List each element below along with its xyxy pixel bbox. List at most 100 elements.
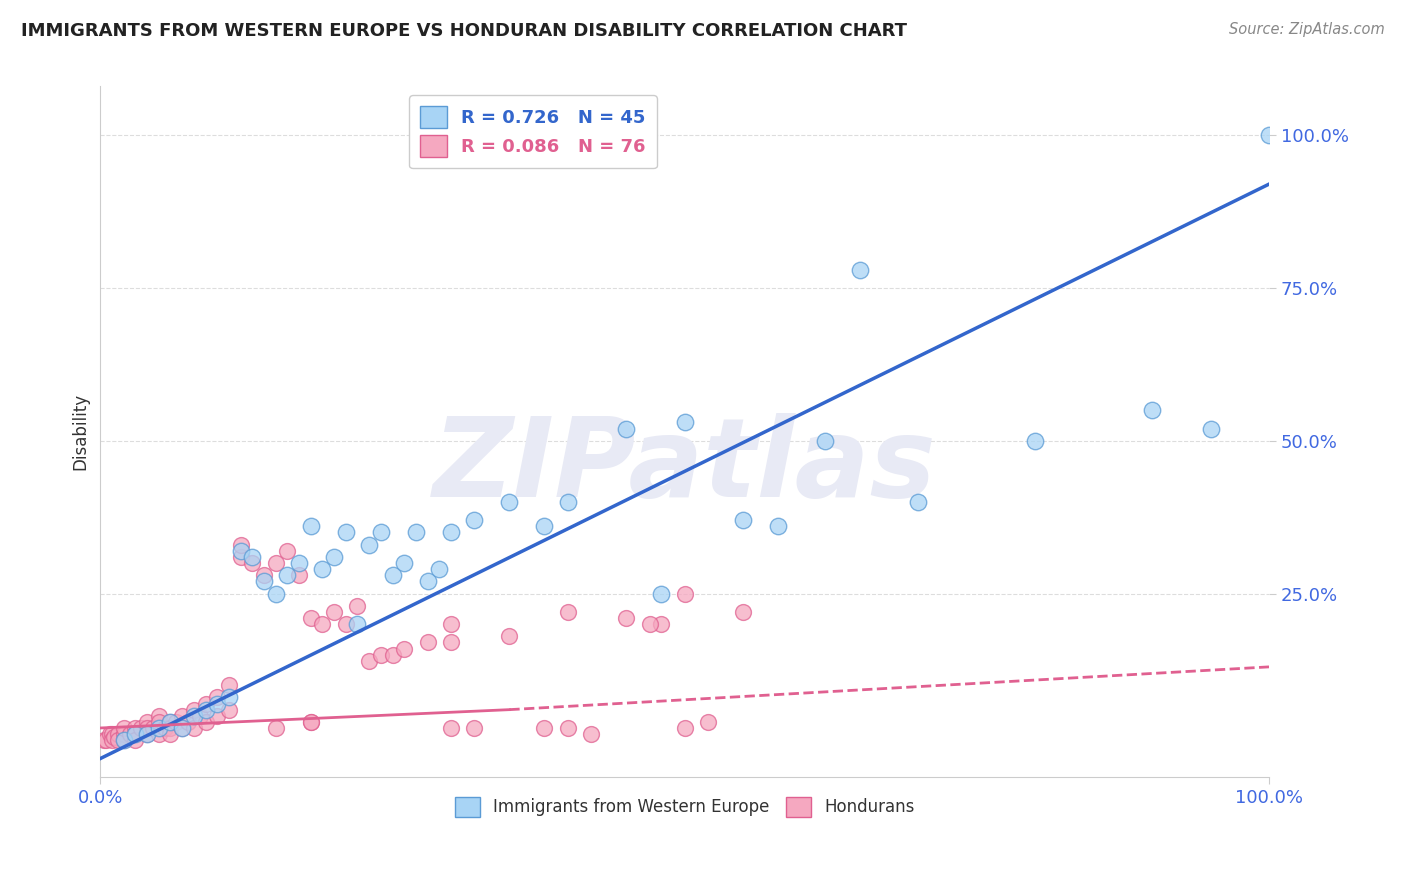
Point	[849, 262, 872, 277]
Point	[183, 708, 205, 723]
Point	[253, 568, 276, 582]
Point	[96, 733, 118, 747]
Point	[136, 714, 159, 729]
Point	[183, 703, 205, 717]
Point	[346, 599, 368, 613]
Point	[650, 617, 672, 632]
Point	[136, 727, 159, 741]
Point	[276, 568, 298, 582]
Point	[440, 721, 463, 735]
Point	[103, 730, 125, 744]
Point	[101, 733, 124, 747]
Point	[159, 714, 181, 729]
Point	[614, 421, 637, 435]
Point	[673, 416, 696, 430]
Point	[673, 721, 696, 735]
Point	[183, 721, 205, 735]
Point	[124, 727, 146, 741]
Text: IMMIGRANTS FROM WESTERN EUROPE VS HONDURAN DISABILITY CORRELATION CHART: IMMIGRANTS FROM WESTERN EUROPE VS HONDUR…	[21, 22, 907, 40]
Point	[557, 495, 579, 509]
Point	[205, 708, 228, 723]
Point	[240, 549, 263, 564]
Point	[264, 556, 287, 570]
Point	[533, 519, 555, 533]
Point	[579, 727, 602, 741]
Point	[264, 721, 287, 735]
Point	[370, 525, 392, 540]
Point	[381, 568, 404, 582]
Point	[299, 714, 322, 729]
Point	[205, 697, 228, 711]
Point	[172, 708, 194, 723]
Point	[814, 434, 837, 448]
Point	[148, 721, 170, 735]
Point	[907, 495, 929, 509]
Point	[218, 703, 240, 717]
Point	[557, 721, 579, 735]
Point	[288, 568, 311, 582]
Point	[299, 714, 322, 729]
Point	[112, 727, 135, 741]
Point	[93, 733, 115, 747]
Point	[218, 690, 240, 705]
Point	[498, 629, 520, 643]
Point	[359, 538, 381, 552]
Point	[165, 714, 187, 729]
Point	[311, 562, 333, 576]
Point	[129, 721, 152, 735]
Point	[323, 605, 346, 619]
Point	[323, 549, 346, 564]
Point	[142, 721, 165, 735]
Point	[614, 611, 637, 625]
Point	[359, 654, 381, 668]
Point	[299, 611, 322, 625]
Point	[194, 697, 217, 711]
Point	[118, 727, 141, 741]
Point	[98, 727, 121, 741]
Point	[1258, 128, 1281, 143]
Point	[112, 733, 135, 747]
Point	[427, 562, 450, 576]
Text: Source: ZipAtlas.com: Source: ZipAtlas.com	[1229, 22, 1385, 37]
Point	[107, 733, 129, 747]
Point	[148, 727, 170, 741]
Point	[177, 714, 200, 729]
Point	[172, 721, 194, 735]
Legend: Immigrants from Western Europe, Hondurans: Immigrants from Western Europe, Honduran…	[449, 790, 921, 824]
Point	[264, 586, 287, 600]
Point	[766, 519, 789, 533]
Point	[229, 543, 252, 558]
Point	[229, 549, 252, 564]
Point	[1199, 421, 1222, 435]
Point	[673, 586, 696, 600]
Point	[229, 538, 252, 552]
Point	[112, 721, 135, 735]
Point	[148, 714, 170, 729]
Point	[311, 617, 333, 632]
Point	[498, 495, 520, 509]
Point	[124, 727, 146, 741]
Point	[416, 574, 439, 589]
Point	[392, 641, 415, 656]
Y-axis label: Disability: Disability	[72, 393, 89, 470]
Point	[194, 703, 217, 717]
Point	[1024, 434, 1046, 448]
Point	[159, 721, 181, 735]
Point	[557, 605, 579, 619]
Point	[240, 556, 263, 570]
Point	[392, 556, 415, 570]
Point	[440, 635, 463, 649]
Point	[276, 543, 298, 558]
Point	[124, 733, 146, 747]
Point	[440, 617, 463, 632]
Text: ZIPatlas: ZIPatlas	[433, 413, 936, 520]
Point	[136, 727, 159, 741]
Point	[463, 513, 485, 527]
Point	[107, 727, 129, 741]
Point	[440, 525, 463, 540]
Point	[335, 617, 357, 632]
Point	[335, 525, 357, 540]
Point	[463, 721, 485, 735]
Point	[101, 727, 124, 741]
Point	[112, 733, 135, 747]
